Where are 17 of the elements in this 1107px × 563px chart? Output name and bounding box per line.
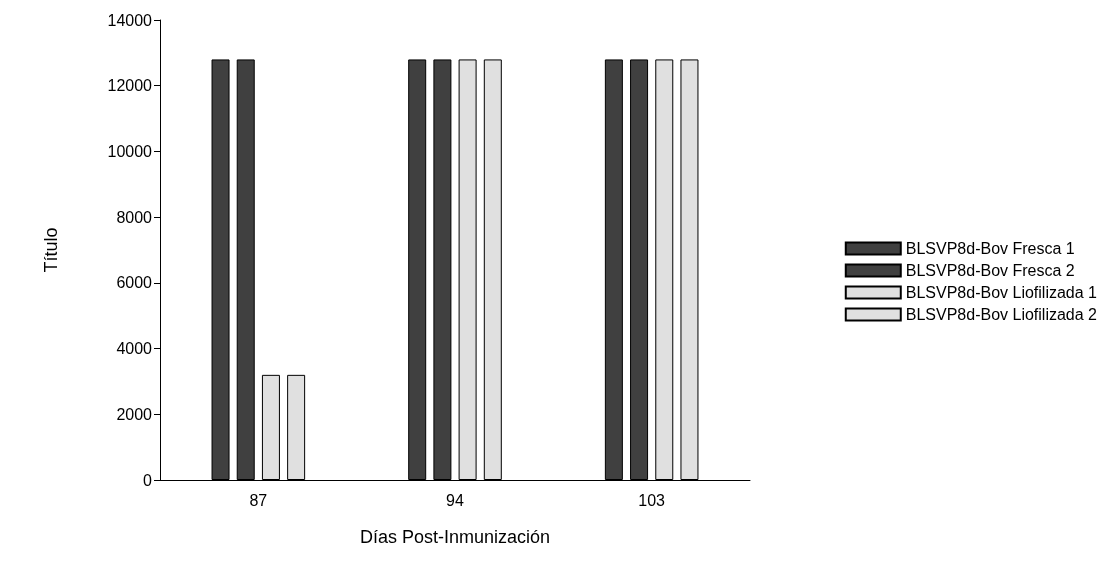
y-tick-label: 6000 bbox=[116, 274, 153, 292]
y-tick-label: 0 bbox=[143, 471, 153, 489]
y-tick-label: 14000 bbox=[107, 11, 153, 29]
legend-label: BLSVP8d-Bov Fresca 2 bbox=[905, 262, 1075, 279]
y-tick-label: 2000 bbox=[116, 405, 153, 423]
x-tick-label: 87 bbox=[249, 491, 268, 509]
y-tick-label: 8000 bbox=[116, 208, 153, 226]
y-axis-title: Título bbox=[41, 227, 61, 273]
y-tick-label: 10000 bbox=[107, 142, 153, 160]
x-axis-title: Días Post-Inmunización bbox=[359, 527, 551, 547]
x-tick-label: 103 bbox=[638, 491, 666, 509]
y-tick-label: 4000 bbox=[116, 340, 153, 358]
legend-label: BLSVP8d-Bov Liofilizada 1 bbox=[905, 284, 1098, 301]
y-tick-label: 12000 bbox=[107, 77, 153, 95]
legend-label: BLSVP8d-Bov Liofilizada 2 bbox=[905, 306, 1098, 323]
legend-label: BLSVP8d-Bov Fresca 1 bbox=[905, 240, 1075, 257]
x-tick-label: 94 bbox=[446, 491, 464, 509]
